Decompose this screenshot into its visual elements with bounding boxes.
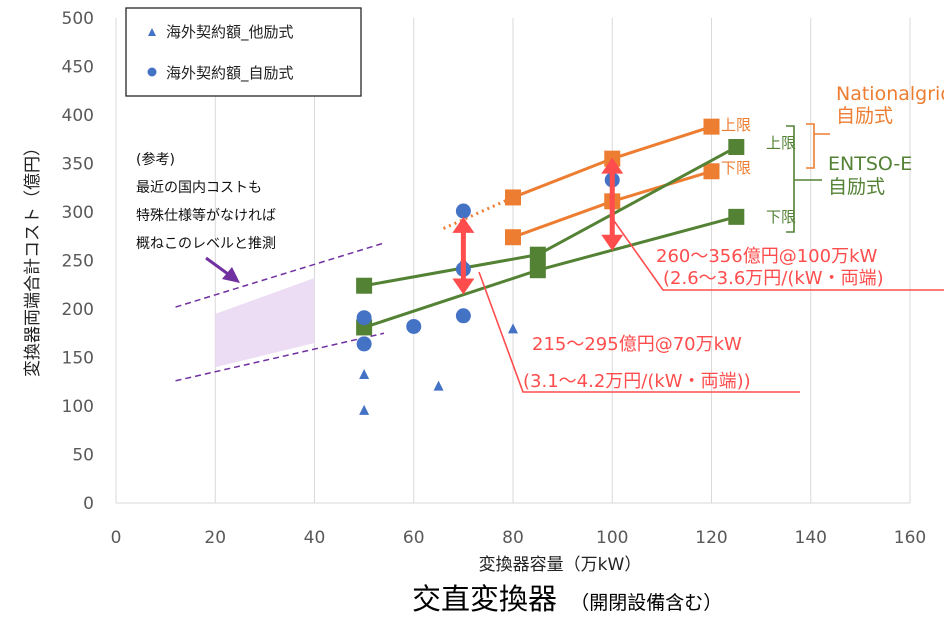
cost-70-line-1: 215～295億円@70万kW xyxy=(532,334,742,355)
triangle-point xyxy=(359,368,370,379)
reference-pointer-arrow xyxy=(205,256,240,283)
x-tick-label: 60 xyxy=(403,528,425,548)
entso-group-label-line-1: ENTSO-E xyxy=(828,153,912,175)
axes: 0 20 40 60 80 100 120 140 160 0 50 100 150 200 250 300 3… xyxy=(62,9,927,548)
scatter-points xyxy=(356,172,620,415)
circle-point xyxy=(455,203,471,219)
range-arrow-head-bottom xyxy=(452,278,475,295)
range-arrow-head-bottom xyxy=(601,234,624,251)
cost-100-callout-line xyxy=(611,217,944,291)
chart-title-main: 交直変換器 xyxy=(412,582,557,616)
entso-upper-label: 上限 xyxy=(766,134,796,152)
y-tick-label: 250 xyxy=(62,252,94,272)
x-tick-label: 140 xyxy=(795,528,827,548)
y-tick-label: 200 xyxy=(62,300,94,320)
cost-100-line-1: 260～356億円@100万kW xyxy=(656,246,877,267)
ng-bracket xyxy=(806,123,830,169)
y-tick-label: 100 xyxy=(62,397,94,417)
ng-group-label-line-1: Nationalgrid xyxy=(836,83,944,105)
y-tick-label: 400 xyxy=(62,106,94,126)
legend-circle-marker xyxy=(147,67,157,77)
cost-100-annotation: 260～356億円@100万kW (2.6～3.6万円/(kW・両端) xyxy=(656,246,884,289)
range-arrow-head-top xyxy=(452,216,475,233)
range-square-marker xyxy=(728,208,745,225)
cost-70-callout-line xyxy=(478,271,800,393)
range-square-marker xyxy=(728,139,745,156)
triangle-point xyxy=(359,404,370,415)
ng-upper-label: 上限 xyxy=(721,116,751,134)
entso-group-label: ENTSO-E 自励式 xyxy=(828,153,918,198)
x-tick-label: 40 xyxy=(304,528,326,548)
reference-note-line-4: 概ねこのレベルと推測 xyxy=(136,236,276,252)
range-square-marker xyxy=(356,277,373,294)
y-tick-label: 450 xyxy=(62,58,94,78)
cost-70-annotation: 215～295億円@70万kW (3.1～4.2万円/(kW・両端)) xyxy=(523,334,751,392)
reference-note-line-2: 最近の国内コストも xyxy=(136,180,262,196)
reference-note-line-3: 特殊仕様等がなければ xyxy=(136,207,276,224)
range-square-marker xyxy=(505,229,521,246)
x-tick-label: 0 xyxy=(111,528,122,548)
ng-dotted-extension xyxy=(442,196,514,230)
cost-70-line-2: (3.1～4.2万円/(kW・両端)) xyxy=(523,371,751,392)
range-arrows xyxy=(452,157,624,295)
reference-region xyxy=(175,242,385,382)
reference-note: (参考) 最近の国内コストも 特殊仕様等がなければ 概ねこのレベルと推測 xyxy=(136,151,280,252)
legend-triangle-marker xyxy=(148,28,156,36)
reference-note-line-1: (参考) xyxy=(136,151,175,168)
range-square-marker xyxy=(703,118,720,135)
y-tick-label: 300 xyxy=(62,203,94,223)
chart-subtitle: （開閉設備含む） xyxy=(570,592,722,614)
range-square-marker xyxy=(703,163,720,180)
entso-group-label-line-2: 自励式 xyxy=(828,176,885,198)
circle-point xyxy=(406,318,422,334)
x-tick-label: 120 xyxy=(695,528,727,548)
y-axis-title: 変換器両端合計コスト（億円） xyxy=(23,139,43,377)
reference-shaded-region xyxy=(215,277,315,368)
circle-point xyxy=(356,310,372,326)
range-lines xyxy=(356,118,745,336)
legend: 海外契約額_他励式 海外契約額_自励式 xyxy=(125,7,362,97)
ng-lower-label: 下限 xyxy=(721,159,751,177)
circle-point xyxy=(455,308,471,324)
reference-dashed-line xyxy=(175,332,385,382)
triangle-point xyxy=(433,380,444,391)
y-tick-label: 0 xyxy=(83,494,94,514)
triangle-point xyxy=(508,323,518,334)
ng-group-label-line-2: 自励式 xyxy=(836,105,893,127)
legend-item-2: 海外契約額_自励式 xyxy=(166,64,294,83)
circle-point xyxy=(356,336,372,352)
range-square-marker xyxy=(529,246,546,263)
ng-group-label: Nationalgrid 自励式 xyxy=(836,83,944,127)
x-axis-title: 変換器容量（万kW） xyxy=(479,555,642,575)
reference-dashed-line xyxy=(175,242,385,308)
x-tick-label: 80 xyxy=(502,528,524,548)
y-tick-label: 500 xyxy=(62,9,94,29)
y-tick-label: 150 xyxy=(62,349,94,369)
cost-100-line-2: (2.6～3.6万円/(kW・両端) xyxy=(663,268,884,289)
chart-title: 交直変換器 （開閉設備含む） xyxy=(412,582,722,616)
entso-lower-label: 下限 xyxy=(766,208,796,226)
x-tick-label: 160 xyxy=(894,528,926,548)
range-square-marker xyxy=(529,262,546,279)
x-tick-label: 20 xyxy=(204,528,226,548)
x-tick-label: 100 xyxy=(596,528,628,548)
y-tick-label: 50 xyxy=(72,446,94,466)
range-arrow-head-top xyxy=(601,157,624,174)
range-square-marker xyxy=(505,189,521,206)
y-tick-label: 350 xyxy=(62,155,94,175)
entso-bracket xyxy=(786,125,822,233)
legend-item-1: 海外契約額_他励式 xyxy=(166,23,294,42)
